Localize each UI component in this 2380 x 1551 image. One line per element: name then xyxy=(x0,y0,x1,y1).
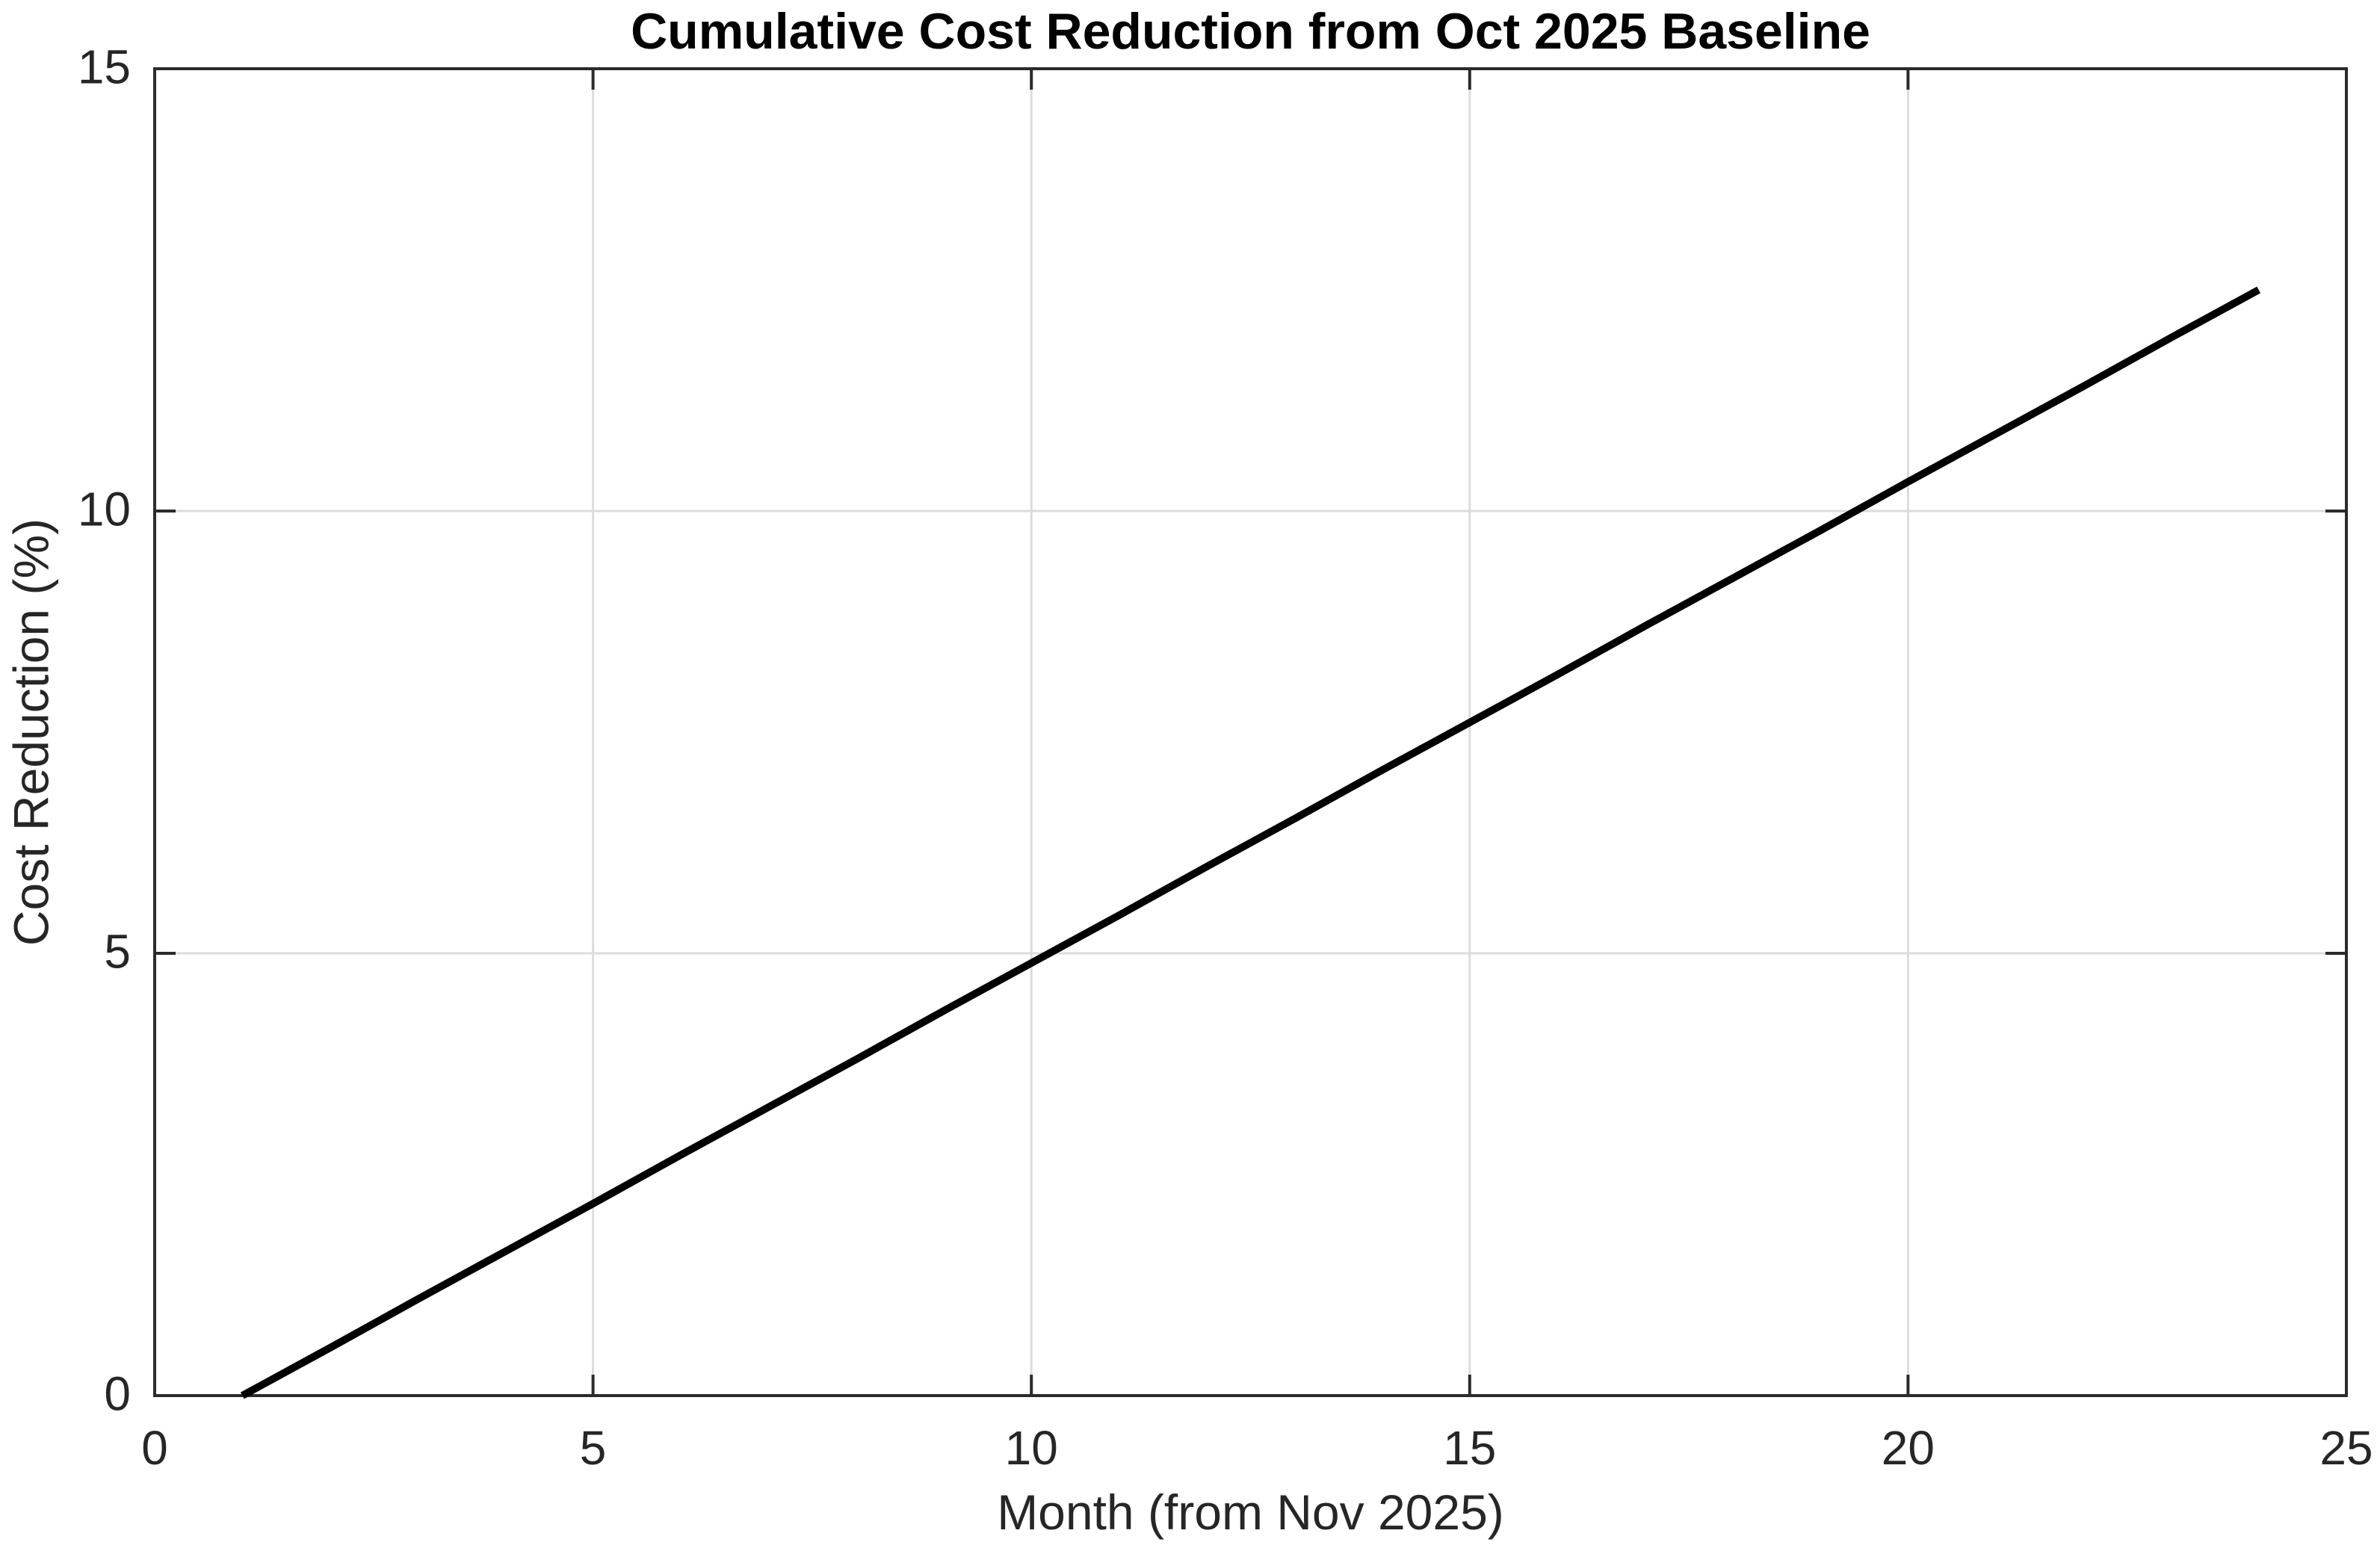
y-tick-label: 10 xyxy=(77,482,131,536)
y-axis-label: Cost Reduction (%) xyxy=(3,518,59,947)
x-tick-label: 5 xyxy=(579,1421,607,1475)
x-tick-label: 0 xyxy=(141,1421,168,1475)
x-tick-label: 25 xyxy=(2319,1421,2373,1475)
x-tick-label: 10 xyxy=(1004,1421,1058,1475)
data-line xyxy=(240,286,2261,1399)
x-axis-label: Month (from Nov 2025) xyxy=(997,1485,1504,1540)
chart-title: Cumulative Cost Reduction from Oct 2025 … xyxy=(631,3,1870,60)
y-tick-label: 0 xyxy=(104,1366,131,1421)
y-tick-label: 15 xyxy=(77,40,131,94)
x-tick-label: 15 xyxy=(1443,1421,1497,1475)
y-tick-label: 5 xyxy=(104,924,131,979)
axis-box xyxy=(153,67,2348,1397)
x-tick-label: 20 xyxy=(1881,1421,1935,1475)
